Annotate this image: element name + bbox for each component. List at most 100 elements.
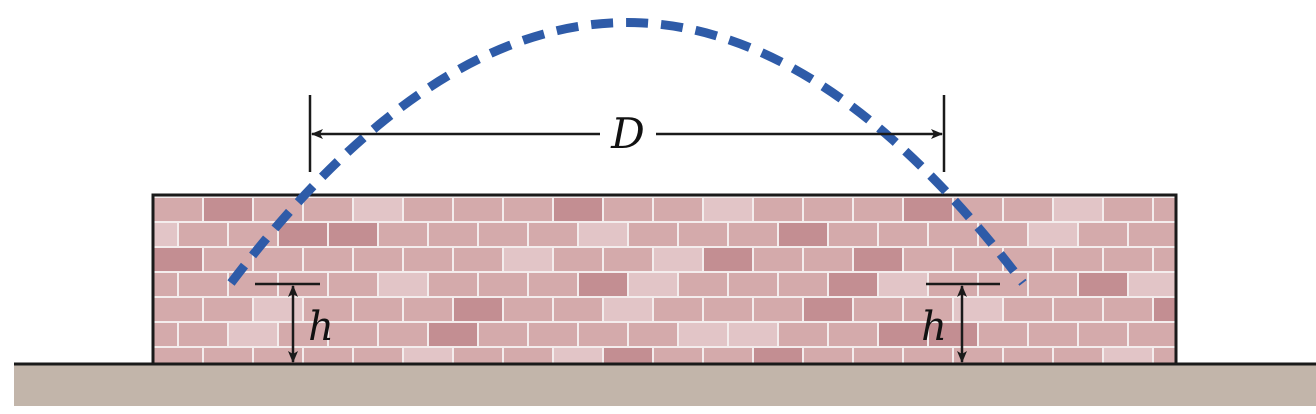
brick — [479, 273, 527, 296]
brick — [1154, 248, 1176, 271]
brick — [504, 348, 552, 364]
brick — [654, 298, 702, 321]
ground — [14, 364, 1316, 406]
brick — [454, 298, 502, 321]
brick — [529, 273, 577, 296]
brick — [854, 298, 902, 321]
brick — [254, 248, 302, 271]
distance-label: D — [610, 109, 645, 158]
brick — [154, 348, 202, 364]
brick — [454, 198, 502, 221]
brick — [1054, 248, 1102, 271]
brick — [854, 348, 902, 364]
brick — [1054, 348, 1102, 364]
brick — [904, 198, 952, 221]
brick — [229, 223, 277, 246]
projectile-trajectory — [227, 18, 1027, 286]
brick — [504, 248, 552, 271]
brick — [854, 248, 902, 271]
brick — [554, 248, 602, 271]
height-dimension-right: h — [921, 282, 1000, 363]
brick — [804, 348, 852, 364]
brick — [654, 348, 702, 364]
brick — [504, 198, 552, 221]
brick — [679, 223, 727, 246]
brick — [429, 273, 477, 296]
brick — [579, 323, 627, 346]
brick — [179, 323, 227, 346]
brick — [479, 223, 527, 246]
brick — [754, 248, 802, 271]
brick — [154, 248, 202, 271]
brick — [404, 248, 452, 271]
brick — [354, 298, 402, 321]
brick — [929, 323, 977, 346]
brick — [1004, 348, 1052, 364]
brick — [379, 223, 427, 246]
brick — [829, 273, 877, 296]
brick — [554, 198, 602, 221]
brick — [1129, 223, 1176, 246]
brick — [1154, 298, 1176, 321]
brick — [754, 298, 802, 321]
brick — [679, 273, 727, 296]
brick — [229, 273, 277, 296]
brick-wall — [151, 193, 1178, 366]
brick — [904, 348, 952, 364]
brick — [754, 198, 802, 221]
brick — [1029, 323, 1077, 346]
brick — [254, 298, 302, 321]
brick — [729, 323, 777, 346]
brick — [304, 298, 352, 321]
brick — [729, 273, 777, 296]
brick — [979, 273, 1027, 296]
brick — [404, 298, 452, 321]
brick — [254, 198, 302, 221]
brick — [354, 348, 402, 364]
brick — [1054, 198, 1102, 221]
brick — [829, 323, 877, 346]
brick — [804, 248, 852, 271]
brick — [604, 298, 652, 321]
brick — [379, 273, 427, 296]
brick — [929, 223, 977, 246]
brick — [579, 223, 627, 246]
brick — [1104, 248, 1152, 271]
brick — [704, 198, 752, 221]
brick — [304, 348, 352, 364]
brick — [1004, 298, 1052, 321]
brick — [1029, 223, 1077, 246]
brick — [479, 323, 527, 346]
brick — [154, 198, 202, 221]
brick — [379, 323, 427, 346]
height-left-label: h — [308, 304, 334, 350]
brick — [804, 198, 852, 221]
brick — [1154, 348, 1176, 364]
brick — [654, 248, 702, 271]
brick — [154, 298, 202, 321]
brick — [1004, 198, 1052, 221]
brick — [954, 298, 1002, 321]
brick — [153, 323, 177, 346]
brick — [729, 223, 777, 246]
brick — [554, 298, 602, 321]
brick — [204, 348, 252, 364]
brick — [654, 198, 702, 221]
brick — [329, 223, 377, 246]
brick — [229, 323, 277, 346]
brick — [429, 223, 477, 246]
brick — [529, 223, 577, 246]
brick — [354, 198, 402, 221]
brick — [1129, 323, 1176, 346]
brick — [1129, 273, 1176, 296]
brick — [1104, 198, 1152, 221]
brick — [529, 323, 577, 346]
brick — [629, 223, 677, 246]
brick — [704, 298, 752, 321]
brick — [404, 198, 452, 221]
brick — [179, 273, 227, 296]
brick — [1004, 248, 1052, 271]
brick — [329, 273, 377, 296]
brick — [1079, 273, 1127, 296]
